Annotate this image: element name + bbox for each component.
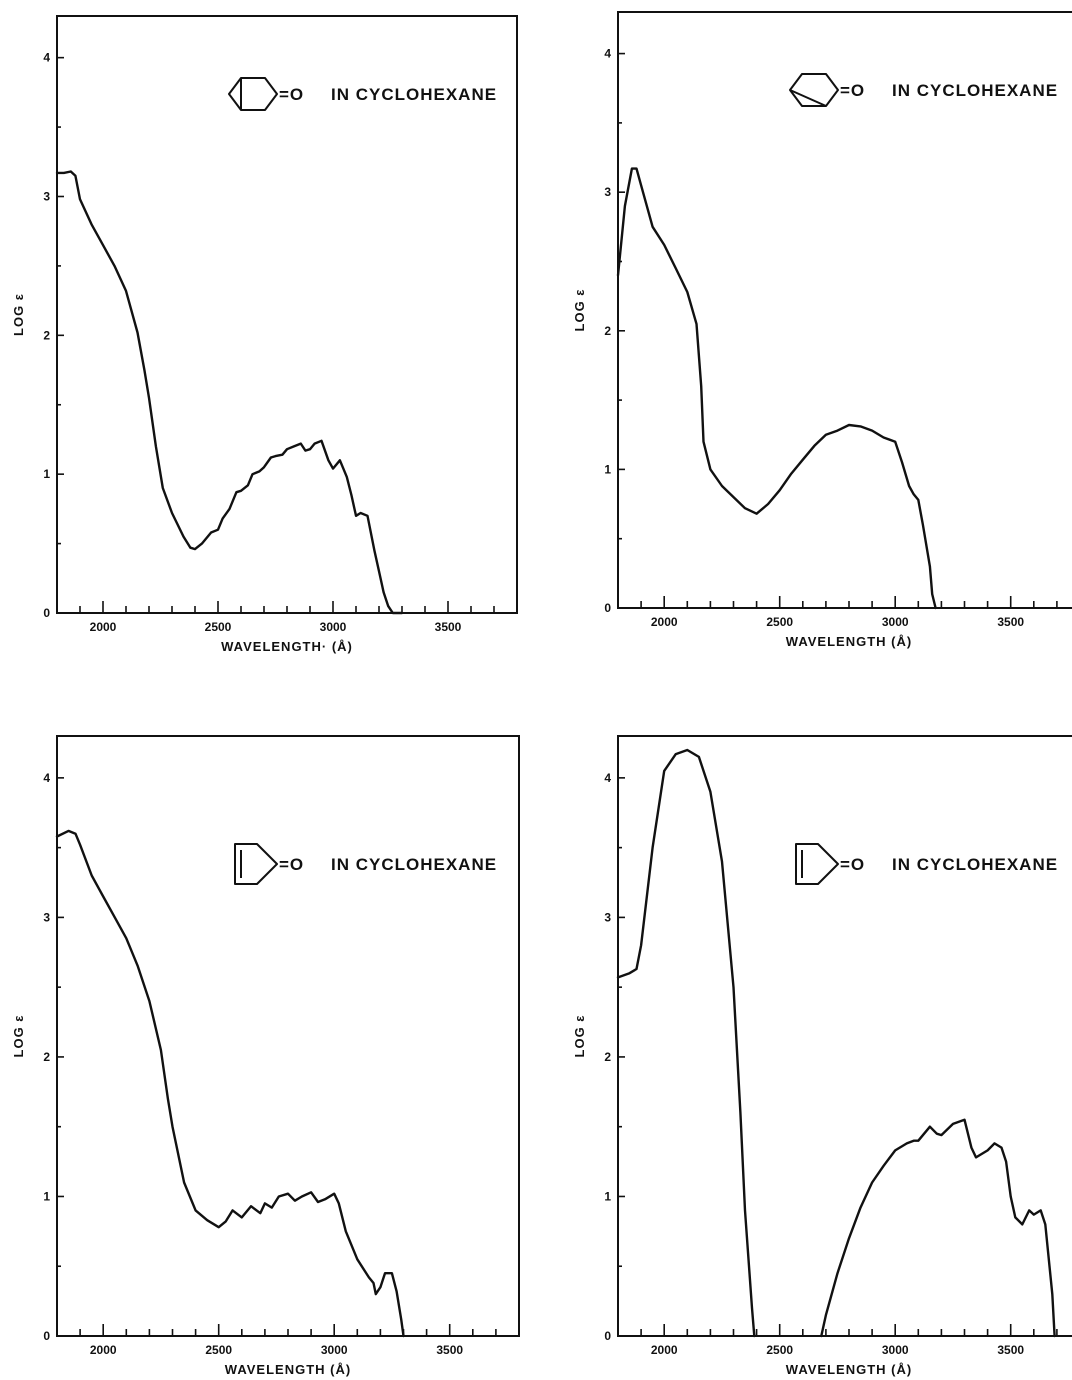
plot-frame [56, 735, 520, 1337]
plot-frame [56, 15, 518, 614]
norbornanone-icon [789, 73, 839, 107]
bicyclo-hexanone-icon [228, 77, 278, 111]
compound-annotation: =O IN CYCLOHEXANE [234, 843, 497, 885]
y-axis-title: LOG ε [11, 293, 26, 336]
y-tick-label: 0 [604, 601, 611, 615]
solvent-label: IN CYCLOHEXANE [331, 855, 497, 874]
y-tick-label: 0 [604, 1329, 611, 1343]
y-tick-label: 3 [604, 185, 611, 199]
y-axis-title: LOG ε [572, 289, 587, 332]
x-tick-label: 3000 [321, 1343, 348, 1357]
compound-annotation: =O IN CYCLOHEXANE [789, 73, 1058, 107]
x-tick-label: 2500 [205, 1343, 232, 1357]
solvent-label: IN CYCLOHEXANE [892, 81, 1058, 100]
y-tick-label: 2 [43, 1050, 50, 1064]
carbonyl-label: =O [279, 855, 304, 874]
y-tick-label: 4 [604, 47, 611, 61]
y-tick-label: 1 [604, 462, 611, 476]
x-tick-label: 2500 [766, 1343, 793, 1357]
x-axis-title: WAVELENGTH (Å) [225, 1362, 351, 1377]
x-axis-title: WAVELENGTH (Å) [786, 1362, 912, 1377]
plot-frame [617, 11, 1072, 609]
x-tick-label: 3500 [436, 1343, 463, 1357]
x-tick-label: 3500 [997, 1343, 1024, 1357]
x-tick-label: 3000 [882, 615, 909, 629]
y-axis-title: LOG ε [572, 1015, 587, 1058]
x-tick-label: 2000 [90, 1343, 117, 1357]
y-tick-label: 3 [43, 189, 50, 203]
compound-annotation: =O IN CYCLOHEXANE [795, 843, 1058, 885]
cyclopentenone-icon [795, 843, 839, 885]
structure-ring [795, 843, 839, 885]
x-tick-label: 3000 [882, 1343, 909, 1357]
x-tick-label: 3500 [435, 620, 462, 634]
spectrum-curve [820, 1118, 1056, 1338]
x-tick-label: 2000 [90, 620, 117, 634]
spectrum-curve [55, 170, 404, 615]
plot-frame [617, 735, 1072, 1337]
spectrum-panel-2: 2000 2500 3000 3500 0 1 2 3 4 WAVELENGTH (Å) LOG ε… [572, 11, 1072, 649]
x-tick-label: 3000 [320, 620, 347, 634]
y-tick-label: 4 [43, 51, 50, 65]
spectrum-panel-4: 2000 2500 3000 3500 0 1 2 3 4 WAVELENGTH (Å) LOG ε… [572, 735, 1072, 1377]
y-tick-label: 1 [604, 1189, 611, 1203]
x-tick-label: 2500 [766, 615, 793, 629]
carbonyl-label: =O [840, 81, 865, 100]
y-tick-label: 0 [43, 606, 50, 620]
x-tick-label: 2000 [651, 1343, 678, 1357]
x-tick-label: 3500 [997, 615, 1024, 629]
carbonyl-label: =O [279, 85, 304, 104]
y-tick-label: 4 [604, 771, 611, 785]
y-tick-label: 1 [43, 467, 50, 481]
y-tick-label: 4 [43, 771, 50, 785]
x-axis-title: WAVELENGTH (Å) [786, 634, 912, 649]
y-tick-label: 2 [604, 324, 611, 338]
compound-annotation: =O IN CYCLOHEXANE [228, 77, 497, 111]
spectrum-panel-3: 2000 2500 3000 3500 0 1 2 3 4 WAVELENGTH (Å) LOG ε… [11, 735, 520, 1377]
structure-ring [228, 77, 278, 111]
y-tick-label: 2 [604, 1050, 611, 1064]
x-tick-label: 2000 [651, 615, 678, 629]
y-axis-title: LOG ε [11, 1015, 26, 1058]
x-tick-label: 2500 [205, 620, 232, 634]
structure-bridge [789, 89, 827, 107]
y-tick-label: 0 [43, 1329, 50, 1343]
x-axis-title: WAVELENGTH· (Å) [221, 639, 353, 654]
spectrum-curve [55, 829, 405, 1338]
solvent-label: IN CYCLOHEXANE [892, 855, 1058, 874]
y-tick-label: 3 [43, 910, 50, 924]
y-tick-label: 3 [604, 910, 611, 924]
cyclopentenone-icon [234, 843, 278, 885]
spectrum-panel-1: 2000 2500 3000 3500 0 1 2 3 4 WAVELENGTH· (Å) LOG … [11, 15, 518, 654]
structure-ring [234, 843, 278, 885]
carbonyl-label: =O [840, 855, 865, 874]
y-tick-label: 2 [43, 328, 50, 342]
spectrum-curve [616, 748, 756, 1338]
solvent-label: IN CYCLOHEXANE [331, 85, 497, 104]
y-tick-label: 1 [43, 1189, 50, 1203]
spectrum-curve [616, 167, 937, 610]
